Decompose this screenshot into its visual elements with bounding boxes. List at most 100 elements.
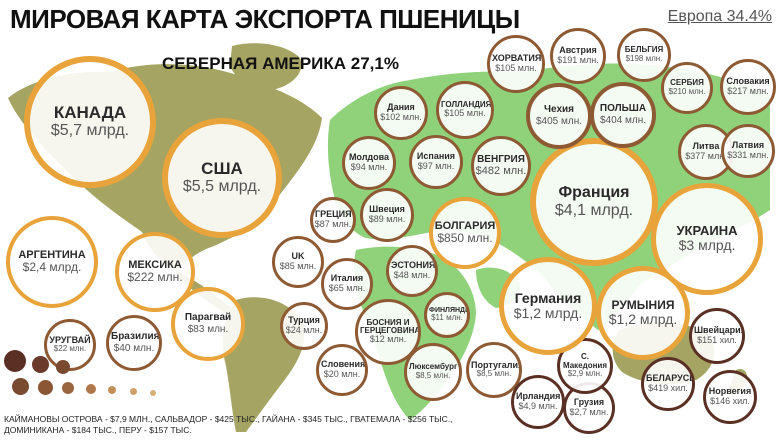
export-value: $1,2 млрд. bbox=[513, 304, 583, 321]
country-name: БЕЛЬГИЯ bbox=[624, 45, 664, 55]
country-name: ЭСТОНИЯ bbox=[391, 260, 436, 271]
country-bubble: Норвегия $146 хил. bbox=[703, 370, 757, 424]
country-bubble: Бразилия $40 млн. bbox=[106, 315, 162, 371]
small-dot bbox=[4, 350, 26, 372]
country-bubble: СЕРБИЯ $210 млн. bbox=[661, 62, 713, 114]
export-value: $8,5 млн. bbox=[415, 370, 451, 380]
country-bubble: Италия $65 млн. bbox=[321, 258, 373, 310]
country-name: С. Македония bbox=[562, 352, 608, 370]
export-value: $105 млн. bbox=[495, 62, 537, 73]
country-bubble: ГОЛЛАНДИЯ $105 млн. bbox=[436, 81, 494, 139]
country-name: Норвегия bbox=[708, 386, 752, 397]
small-dot bbox=[150, 390, 156, 396]
export-value: $191 млн. bbox=[557, 54, 599, 65]
country-name: Дания bbox=[387, 102, 415, 113]
country-bubble: Люксембург $8,5 млн. bbox=[404, 343, 462, 401]
country-bubble: Латвия $331 млн. bbox=[721, 124, 775, 178]
country-name: UK bbox=[291, 251, 305, 262]
export-value: $405 млн. bbox=[535, 115, 583, 127]
country-name: УРУГВАЙ bbox=[49, 334, 91, 345]
country-name: ВЕНГРИЯ bbox=[477, 153, 525, 165]
small-dot bbox=[108, 386, 116, 394]
export-value: $1,2 млрд. bbox=[608, 310, 678, 327]
export-value: $48 млн. bbox=[393, 269, 431, 280]
country-bubble: Молдова $94 млн. bbox=[342, 136, 396, 190]
country-name: США bbox=[201, 159, 243, 179]
footer-note: КАЙМАНОВЫ ОСТРОВА - $7,9 МЛН., САЛЬВАДОР… bbox=[4, 414, 453, 435]
export-value: $331 млн. bbox=[727, 149, 769, 160]
country-bubble: Литва $377 млн. bbox=[678, 124, 734, 180]
country-name: Швеция bbox=[369, 204, 405, 215]
country-bubble: ХОРВАТИЯ $105 млн. bbox=[487, 35, 545, 93]
small-dot bbox=[38, 380, 53, 395]
country-bubble: ПОЛЬША $404 млн. bbox=[590, 82, 656, 148]
export-value: $404 млн. bbox=[599, 114, 647, 126]
country-name: АРГЕНТИНА bbox=[18, 248, 86, 261]
export-value: $222 млн. bbox=[127, 270, 183, 285]
country-name: МЕКСИКА bbox=[128, 258, 182, 271]
export-value: $22 млн. bbox=[53, 344, 87, 354]
country-name: ГОЛЛАНДИЯ bbox=[441, 99, 492, 109]
country-bubble: Дания $102 млн. bbox=[374, 86, 428, 140]
country-bubble: ВЕНГРИЯ $482 млн. bbox=[471, 136, 531, 196]
country-bubble: Португалия $8,5 млн. bbox=[466, 342, 522, 398]
country-name: Литва bbox=[692, 141, 720, 152]
country-bubble: Турция $24 млн. bbox=[280, 302, 328, 350]
export-value: $5,5 млрд. bbox=[182, 178, 262, 196]
export-value: $2,9 млн. bbox=[567, 368, 603, 378]
country-bubble: БОЛГАРИЯ $850 млн. bbox=[429, 197, 501, 269]
country-name: Испания bbox=[416, 151, 456, 162]
country-bubble: РУМЫНИЯ $1,2 млрд. bbox=[596, 266, 690, 360]
export-value: $83 млн. bbox=[187, 323, 229, 335]
country-bubble: Парагвай $83 млн. bbox=[171, 287, 245, 361]
small-dot bbox=[12, 378, 29, 395]
export-value: $4,9 млн. bbox=[518, 400, 558, 411]
country-bubble: АРГЕНТИНА $2,4 млрд. bbox=[6, 216, 98, 308]
country-bubble: Швейцария $151 хил. bbox=[689, 308, 745, 364]
country-bubble: Словакия $217 млн. bbox=[720, 59, 776, 115]
export-value: $2,4 млрд. bbox=[22, 260, 82, 275]
country-name: Словакия bbox=[726, 76, 770, 87]
country-name: Люксембург bbox=[409, 362, 458, 372]
small-dot bbox=[56, 360, 70, 374]
small-dot bbox=[130, 388, 137, 395]
country-bubble: США $5,5 млрд. bbox=[162, 118, 282, 238]
country-bubble: Ирландия $4,9 млн. bbox=[511, 375, 565, 429]
country-name: РУМЫНИЯ bbox=[611, 298, 675, 312]
export-value: $11 млн. bbox=[431, 313, 463, 323]
country-name: Молдова bbox=[348, 152, 390, 163]
europe-share-link[interactable]: Европа 34.4% bbox=[667, 8, 772, 25]
export-value: $4,1 млрд. bbox=[554, 201, 634, 219]
country-bubble: БЕЛАРУСЬ $419 хил. bbox=[641, 357, 695, 411]
export-value: $20 млн. bbox=[323, 368, 361, 379]
export-value: $217 млн. bbox=[727, 85, 769, 96]
export-value: $5,7 млрд. bbox=[50, 122, 130, 140]
country-bubble: КАНАДА $5,7 млрд. bbox=[24, 56, 156, 188]
export-value: $12 млн. bbox=[369, 334, 407, 345]
small-dot bbox=[62, 382, 74, 394]
country-bubble: Германия $1,2 млрд. bbox=[499, 257, 597, 355]
country-name: ФИНЛЯНДИЯ bbox=[429, 306, 470, 314]
page-title: МИРОВАЯ КАРТА ЭКСПОРТА ПШЕНИЦЫ bbox=[10, 4, 520, 34]
country-name: Австрия bbox=[559, 45, 597, 56]
export-value: $151 хил. bbox=[697, 334, 737, 345]
export-value: $94 млн. bbox=[350, 161, 388, 172]
export-value: $850 млн. bbox=[437, 231, 493, 246]
small-dot bbox=[32, 356, 49, 373]
country-name: ГРЕЦИЯ bbox=[315, 209, 352, 220]
export-value: $146 хил. bbox=[710, 395, 750, 406]
small-dot bbox=[86, 384, 96, 394]
country-name: Ирландия bbox=[516, 391, 561, 402]
export-value: $85 млн. bbox=[279, 260, 317, 271]
export-value: $65 млн. bbox=[328, 282, 366, 293]
country-bubble: Франция $4,1 млрд. bbox=[530, 138, 658, 266]
country-name: Швейцария bbox=[694, 325, 745, 336]
country-bubble: БЕЛЬГИЯ $198 млн. bbox=[617, 28, 671, 82]
export-value: $210 млн. bbox=[668, 86, 706, 96]
country-name: Словения bbox=[321, 359, 366, 370]
country-bubble: БОСНИЯ И ГЕРЦЕГОВИНА $12 млн. bbox=[355, 299, 421, 365]
export-value: $198 млн. bbox=[625, 53, 663, 63]
country-name: Франция bbox=[558, 183, 630, 201]
country-name: СЕРБИЯ bbox=[670, 78, 704, 88]
country-bubble: УРУГВАЙ $22 млн. bbox=[44, 319, 96, 371]
